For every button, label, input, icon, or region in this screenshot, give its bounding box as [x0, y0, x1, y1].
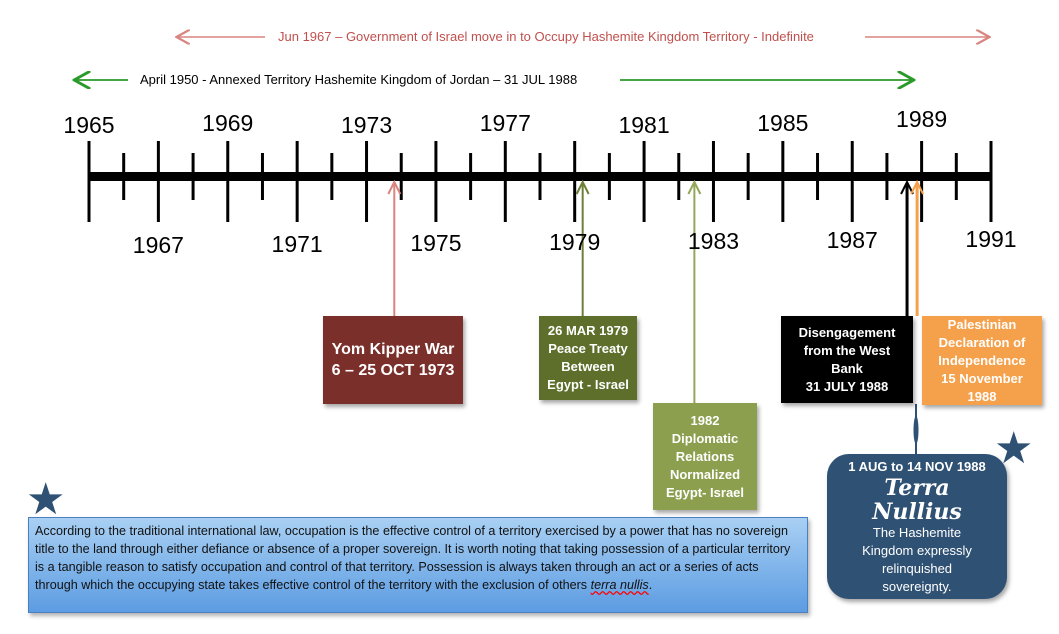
- event-line: Peace Treaty: [548, 341, 628, 356]
- year-label: 1969: [202, 110, 254, 136]
- note-text: According to the traditional internation…: [35, 524, 791, 592]
- event-peace-treaty: 26 MAR 1979 Peace Treaty Between Egypt - Is…: [539, 316, 637, 400]
- event-line: 6 – 25 OCT 1973: [331, 362, 455, 379]
- terra-title: Nullius: [872, 498, 962, 525]
- event-line: Egypt - Israel: [547, 377, 629, 392]
- occupation-definition-note: According to the traditional internation…: [28, 517, 808, 613]
- year-label: 1985: [757, 110, 809, 136]
- event-palestinian-declaration: Palestinian Declaration of Independence 15 …: [922, 316, 1042, 405]
- event-line: Between: [561, 359, 615, 374]
- note-italic-term: terra nullis: [590, 578, 649, 592]
- year-label: 1971: [271, 231, 323, 257]
- star-icon: ★: [26, 475, 66, 524]
- terra-date: 1 AUG to 14 NOV 1988: [848, 458, 986, 474]
- event-line: 15 November: [941, 370, 1023, 386]
- event-line: Relations: [675, 448, 735, 464]
- event-line: Diplomatic: [671, 430, 739, 446]
- year-label: 1987: [826, 227, 878, 253]
- event-arrow: [387, 179, 402, 316]
- event-line: Normalized: [669, 466, 741, 482]
- year-label: 1989: [896, 106, 948, 132]
- event-line: 1988: [967, 388, 997, 404]
- terra-line: The Hashemite: [872, 524, 962, 540]
- event-line: Declaration of: [938, 334, 1026, 350]
- event-line: from the West: [803, 342, 891, 358]
- event-line: Bank: [831, 360, 863, 376]
- event-arrow: [900, 179, 914, 316]
- event-line: Yom Kipper War: [331, 341, 455, 358]
- event-arrow: [910, 179, 924, 316]
- event-line: 1982: [690, 412, 720, 428]
- note-end: .: [648, 578, 653, 592]
- event-line: Disengagement: [798, 324, 896, 340]
- event-diplomatic-relations: 1982 Diplomatic Relations Normalized Egypt- …: [653, 403, 757, 510]
- year-label: 1965: [63, 112, 115, 138]
- terra-line: sovereignty.: [882, 578, 952, 594]
- event-yom-kippur-war: Yom Kipper War 6 – 25 OCT 1973: [323, 316, 463, 404]
- year-label: 1975: [410, 230, 462, 256]
- event-disengagement: Disengagement from the West Bank 31 JULY 19…: [781, 316, 913, 403]
- occupation-span-label: Jun 1967 – Government of Israel move in …: [278, 29, 814, 44]
- event-line: Independence: [938, 352, 1026, 368]
- event-line: Palestinian: [947, 316, 1017, 332]
- terra-line: relinquished: [881, 560, 953, 576]
- event-line: 26 MAR 1979: [547, 323, 629, 338]
- terra-line: Kingdom expressly: [862, 542, 972, 558]
- year-label: 1977: [479, 110, 531, 136]
- annexation-span-label: April 1950 - Annexed Territory Hashemite…: [140, 72, 578, 87]
- year-label: 1967: [132, 232, 184, 258]
- event-arrow: [687, 179, 702, 403]
- year-label: 1973: [340, 112, 393, 138]
- star-icon: ★: [994, 424, 1034, 473]
- terra-nullius-box: 1 AUG to 14 NOV 1988 Terra Nullius The H…: [827, 454, 1007, 599]
- year-label: 1979: [549, 229, 601, 255]
- terra-title: Terra: [884, 474, 950, 501]
- event-arrow: [575, 179, 590, 316]
- event-line: Egypt- Israel: [665, 484, 745, 500]
- year-label: 1991: [965, 226, 1017, 252]
- year-label: 1983: [687, 228, 740, 254]
- timeline-axis: [88, 172, 992, 181]
- event-line: 31 JULY 1988: [805, 378, 889, 394]
- year-label: 1981: [618, 112, 670, 138]
